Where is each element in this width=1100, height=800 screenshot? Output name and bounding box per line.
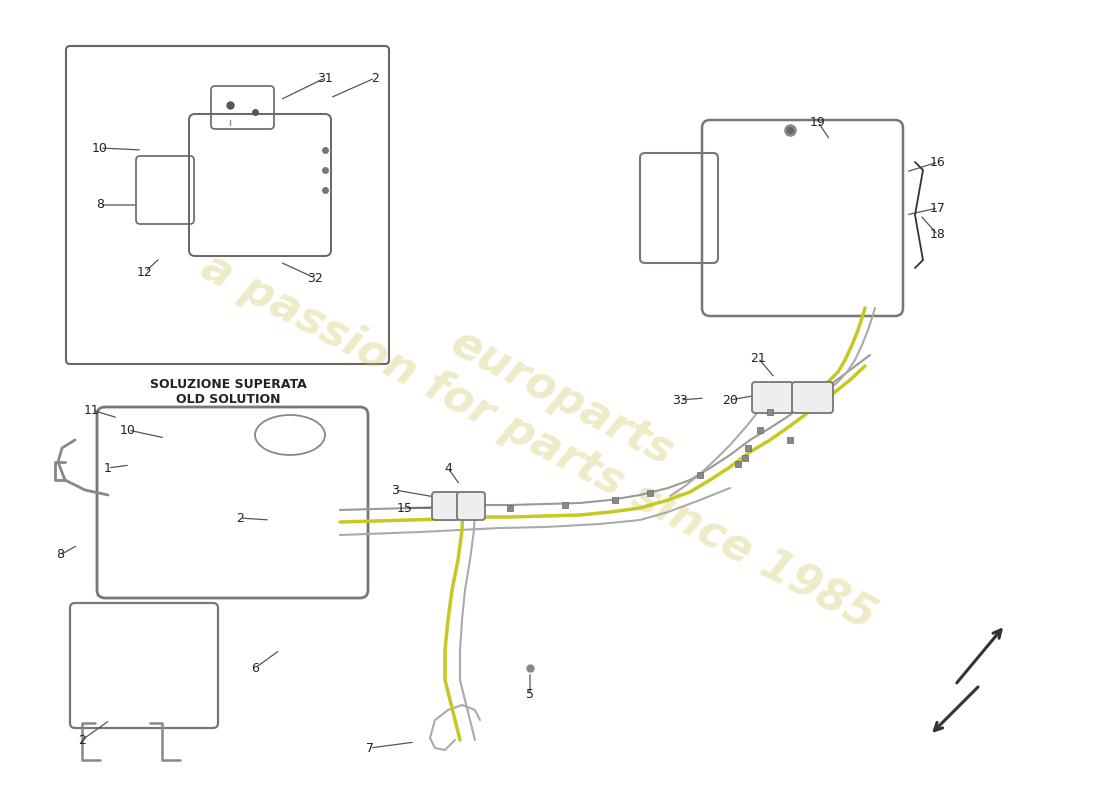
Text: 33: 33 bbox=[672, 394, 688, 406]
Text: 32: 32 bbox=[307, 271, 323, 285]
FancyBboxPatch shape bbox=[456, 492, 485, 520]
Text: 17: 17 bbox=[931, 202, 946, 214]
FancyBboxPatch shape bbox=[66, 46, 389, 364]
Text: 20: 20 bbox=[722, 394, 738, 406]
Text: 21: 21 bbox=[750, 351, 766, 365]
Text: 11: 11 bbox=[84, 403, 100, 417]
Text: 15: 15 bbox=[397, 502, 412, 514]
Text: 1: 1 bbox=[104, 462, 112, 474]
Text: 5: 5 bbox=[526, 689, 534, 702]
FancyBboxPatch shape bbox=[792, 382, 833, 413]
Text: 8: 8 bbox=[96, 198, 104, 211]
Text: 7: 7 bbox=[366, 742, 374, 754]
Text: 3: 3 bbox=[392, 483, 399, 497]
Text: 8: 8 bbox=[56, 549, 64, 562]
Text: 31: 31 bbox=[317, 71, 333, 85]
Text: 10: 10 bbox=[120, 423, 136, 437]
Text: 2: 2 bbox=[236, 511, 244, 525]
Text: 34: 34 bbox=[792, 394, 807, 406]
Text: 19: 19 bbox=[810, 115, 826, 129]
Text: 2: 2 bbox=[371, 71, 378, 85]
Text: SOLUZIONE SUPERATA
OLD SOLUTION: SOLUZIONE SUPERATA OLD SOLUTION bbox=[150, 378, 307, 406]
Text: 12: 12 bbox=[138, 266, 153, 278]
FancyBboxPatch shape bbox=[432, 492, 460, 520]
Text: 16: 16 bbox=[931, 155, 946, 169]
Text: 10: 10 bbox=[92, 142, 108, 154]
Text: europarts
a passion for parts since 1985: europarts a passion for parts since 1985 bbox=[194, 202, 906, 638]
FancyBboxPatch shape bbox=[752, 382, 793, 413]
Text: 4: 4 bbox=[444, 462, 452, 474]
Text: 2: 2 bbox=[78, 734, 86, 746]
Text: 6: 6 bbox=[251, 662, 258, 674]
Text: 18: 18 bbox=[931, 229, 946, 242]
